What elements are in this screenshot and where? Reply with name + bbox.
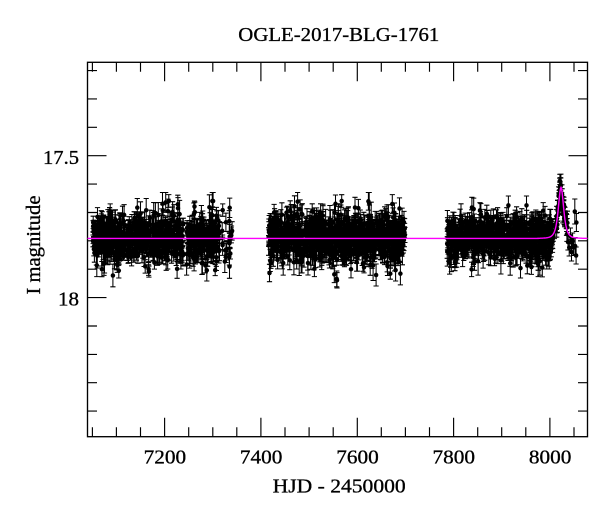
svg-text:HJD - 2450000: HJD - 2450000 [273,475,406,497]
svg-text:I magnitude: I magnitude [23,196,45,295]
svg-text:OGLE-2017-BLG-1761: OGLE-2017-BLG-1761 [238,24,439,46]
svg-text:8000: 8000 [529,446,572,468]
svg-text:17.5: 17.5 [43,147,79,169]
svg-text:7600: 7600 [336,446,379,468]
svg-text:7200: 7200 [144,446,187,468]
svg-text:18: 18 [58,289,79,311]
svg-text:7400: 7400 [240,446,283,468]
svg-text:7800: 7800 [433,446,476,468]
